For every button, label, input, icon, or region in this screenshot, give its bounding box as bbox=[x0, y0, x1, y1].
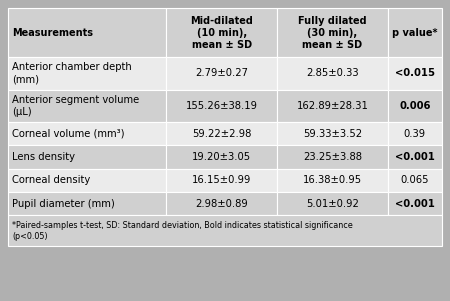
Text: 2.98±0.89: 2.98±0.89 bbox=[195, 199, 248, 209]
Text: 155.26±38.19: 155.26±38.19 bbox=[186, 101, 258, 111]
Text: <0.015: <0.015 bbox=[395, 68, 435, 78]
Text: 162.89±28.31: 162.89±28.31 bbox=[297, 101, 369, 111]
Bar bbox=[166, 145, 277, 169]
Text: 0.065: 0.065 bbox=[400, 175, 429, 185]
Text: Anterior chamber depth
(mm): Anterior chamber depth (mm) bbox=[12, 62, 132, 84]
Text: Pupil diameter (mm): Pupil diameter (mm) bbox=[12, 199, 115, 209]
Bar bbox=[8, 169, 166, 192]
Bar bbox=[277, 8, 388, 57]
Bar bbox=[8, 122, 166, 145]
Text: Corneal density: Corneal density bbox=[12, 175, 90, 185]
Text: Lens density: Lens density bbox=[12, 152, 75, 162]
Bar bbox=[277, 122, 388, 145]
Bar bbox=[388, 169, 442, 192]
Bar bbox=[8, 57, 166, 89]
Bar bbox=[277, 192, 388, 216]
Text: Mid-dilated
(10 min),
mean ± SD: Mid-dilated (10 min), mean ± SD bbox=[190, 16, 253, 49]
Text: <0.001: <0.001 bbox=[395, 199, 435, 209]
Text: 0.006: 0.006 bbox=[399, 101, 431, 111]
Bar bbox=[166, 192, 277, 216]
Text: 59.22±2.98: 59.22±2.98 bbox=[192, 129, 252, 139]
Text: Corneal volume (mm³): Corneal volume (mm³) bbox=[12, 129, 125, 139]
Bar bbox=[166, 122, 277, 145]
Text: 23.25±3.88: 23.25±3.88 bbox=[303, 152, 362, 162]
Bar bbox=[388, 57, 442, 89]
Text: 2.79±0.27: 2.79±0.27 bbox=[195, 68, 248, 78]
Bar bbox=[277, 57, 388, 89]
Bar bbox=[166, 169, 277, 192]
Text: 0.39: 0.39 bbox=[404, 129, 426, 139]
Bar bbox=[388, 145, 442, 169]
Bar bbox=[8, 192, 166, 216]
Bar bbox=[277, 145, 388, 169]
Bar bbox=[166, 8, 277, 57]
Bar bbox=[166, 57, 277, 89]
Bar bbox=[8, 216, 442, 246]
Text: 59.33±3.52: 59.33±3.52 bbox=[303, 129, 362, 139]
Bar bbox=[8, 145, 166, 169]
Text: Anterior segment volume
(μL): Anterior segment volume (μL) bbox=[12, 95, 139, 117]
Bar bbox=[166, 89, 277, 122]
Text: 5.01±0.92: 5.01±0.92 bbox=[306, 199, 359, 209]
Text: 19.20±3.05: 19.20±3.05 bbox=[192, 152, 251, 162]
Text: 16.38±0.95: 16.38±0.95 bbox=[303, 175, 362, 185]
Text: 2.85±0.33: 2.85±0.33 bbox=[306, 68, 359, 78]
Bar bbox=[388, 122, 442, 145]
Bar bbox=[388, 89, 442, 122]
Bar bbox=[388, 8, 442, 57]
Text: Fully dilated
(30 min),
mean ± SD: Fully dilated (30 min), mean ± SD bbox=[298, 16, 367, 49]
Text: *Paired-samples t-test, SD: Standard deviation, Bold indicates statistical signi: *Paired-samples t-test, SD: Standard dev… bbox=[12, 221, 353, 241]
Bar bbox=[8, 8, 166, 57]
Text: <0.001: <0.001 bbox=[395, 152, 435, 162]
Bar bbox=[388, 192, 442, 216]
Bar bbox=[277, 89, 388, 122]
Text: p value*: p value* bbox=[392, 27, 437, 38]
Text: 16.15±0.99: 16.15±0.99 bbox=[192, 175, 252, 185]
Bar bbox=[277, 169, 388, 192]
Bar bbox=[8, 89, 166, 122]
Text: Measurements: Measurements bbox=[12, 27, 93, 38]
